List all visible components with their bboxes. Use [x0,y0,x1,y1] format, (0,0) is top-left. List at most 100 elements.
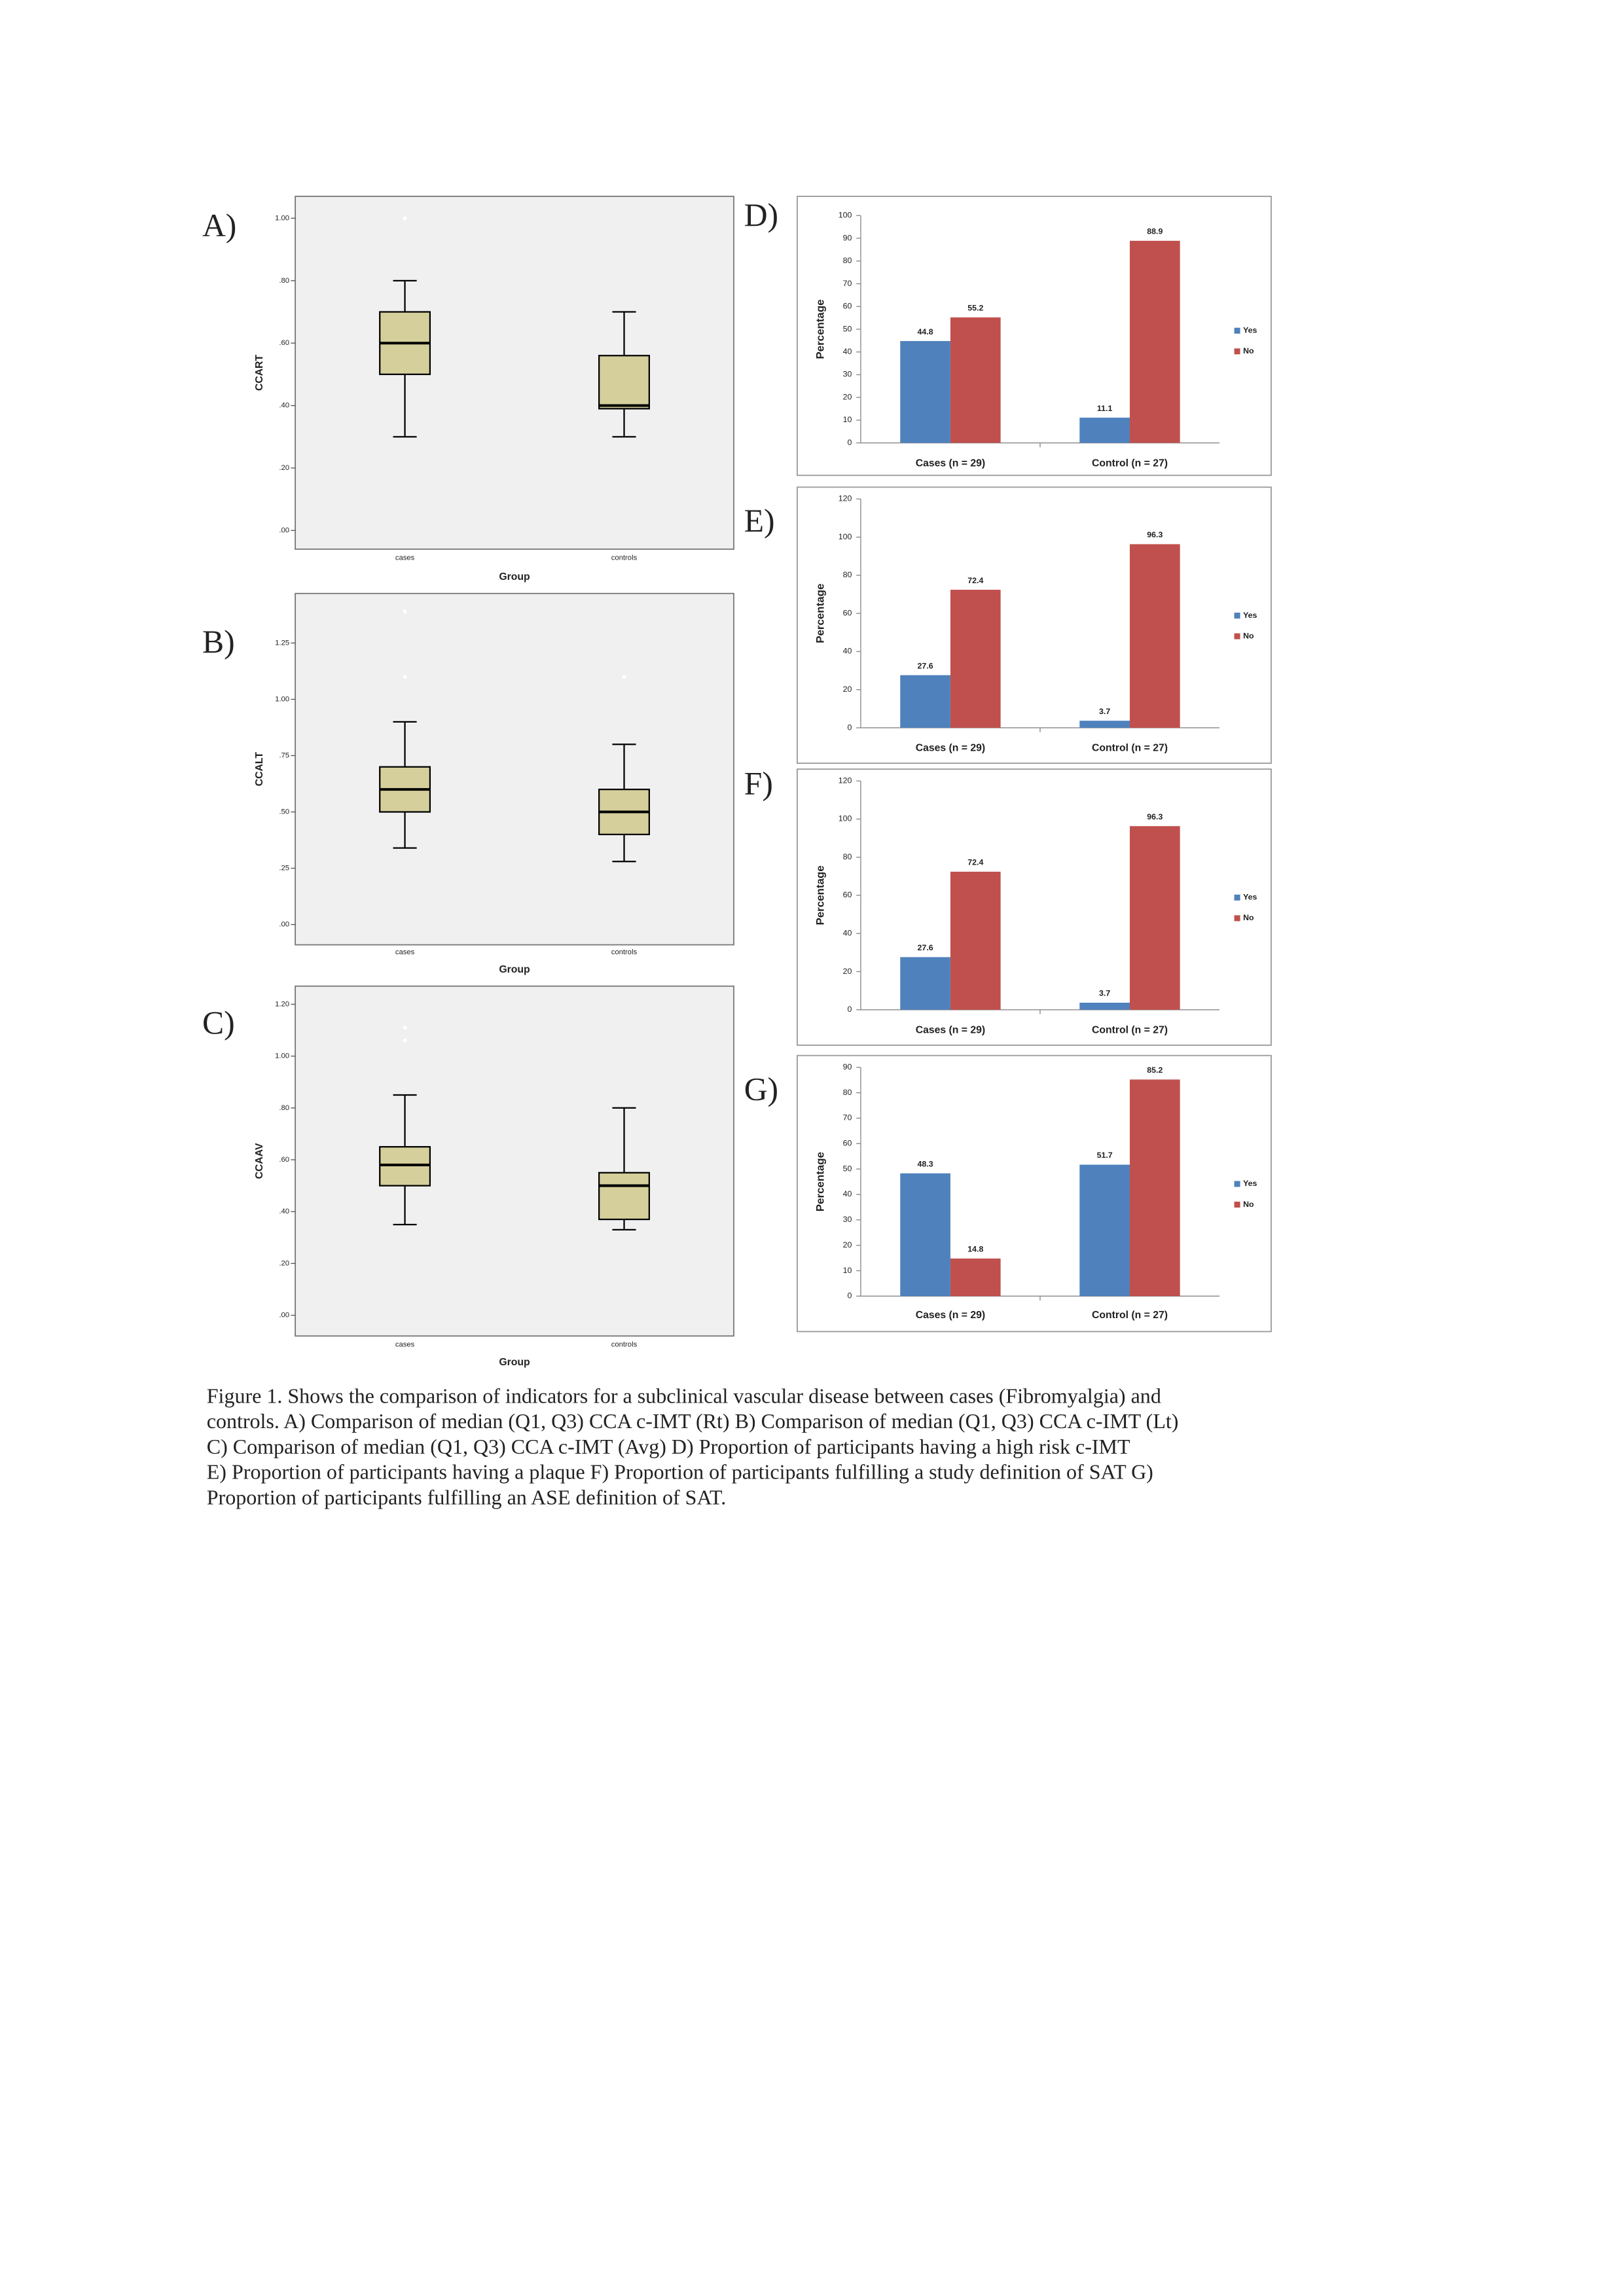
x-tick-label: Control (n = 27) [1092,1310,1168,1321]
value-label: 85.2 [1147,1066,1163,1075]
y-tick-label: 80 [843,852,852,861]
y-tick-label: 1.00 [275,1052,289,1060]
y-tick-label: 80 [843,570,852,579]
y-axis-label: CCAAV [254,1143,265,1179]
value-label: 44.8 [918,327,933,336]
outlier [402,673,408,680]
plot-frame [295,985,734,1337]
box [598,1172,650,1221]
y-tick-label: .60 [279,1156,289,1164]
legend-swatch [1234,1181,1240,1187]
x-tick-label: Cases (n = 29) [916,457,985,469]
x-tick-label: controls [611,948,638,956]
bar [1129,826,1180,1010]
value-label: 48.3 [918,1159,933,1168]
x-axis-label: Group [499,571,530,583]
bar [1129,240,1180,443]
y-tick-label: 0 [847,723,852,732]
x-tick-label: Control (n = 27) [1092,1025,1168,1036]
plot-frame [295,196,734,550]
y-tick-label: 80 [843,256,852,265]
x-tick-label: Cases (n = 29) [916,743,985,754]
legend-swatch [1234,633,1240,639]
y-axis-label: Percentage [814,865,827,925]
outlier [621,673,627,680]
bar [950,590,1001,728]
y-tick-label: .20 [279,464,289,472]
bar [1079,418,1130,443]
caption-line: Proportion of participants fulfilling an… [207,1485,726,1509]
value-label: 27.6 [918,943,933,952]
y-tick-label: .00 [279,921,289,929]
y-tick-label: .80 [279,1104,289,1112]
value-label: 72.4 [967,576,983,585]
y-tick-label: .40 [279,402,289,410]
value-label: 51.7 [1097,1151,1113,1160]
bar [1079,1002,1130,1010]
y-tick-label: 30 [843,1215,852,1224]
bar [950,1258,1001,1297]
y-tick-label: .40 [279,1208,289,1215]
y-tick-label: 50 [843,1164,852,1173]
y-tick-label: 20 [843,685,852,694]
y-tick-label: 0 [847,1005,852,1014]
y-tick-label: 30 [843,370,852,379]
value-label: 96.3 [1147,530,1163,539]
y-tick-label: 40 [843,647,852,656]
y-tick-label: .00 [279,1312,289,1319]
legend-label: No [1243,631,1254,640]
panel-label: B) [202,624,235,660]
y-tick-label: 60 [843,302,852,311]
chart-frame [797,768,1272,1046]
y-axis-label: CCART [254,355,265,391]
y-tick-label: 20 [843,1240,852,1249]
y-tick-label: 60 [843,1139,852,1148]
y-tick-label: 70 [843,279,852,288]
y-tick-label: 0 [847,438,852,447]
panel-label: F) [744,766,773,802]
y-tick-label: 60 [843,608,852,617]
bar [900,1173,950,1297]
y-tick-label: .50 [279,808,289,816]
y-tick-label: 120 [839,494,852,503]
y-tick-label: .75 [279,751,289,759]
legend-swatch [1234,327,1240,334]
y-tick-label: 40 [843,929,852,938]
x-tick-label: cases [395,1341,415,1349]
bar [1079,1164,1130,1297]
y-tick-label: 1.00 [275,214,289,222]
value-label: 72.4 [967,858,983,867]
y-tick-label: .00 [279,526,289,534]
y-tick-label: .80 [279,277,289,285]
legend-label: Yes [1243,326,1257,335]
bar [1129,544,1180,728]
x-tick-label: cases [395,554,415,562]
legend-swatch [1234,915,1240,922]
chart-frame [797,196,1272,476]
legend-label: Yes [1243,893,1257,902]
y-tick-label: 0 [847,1291,852,1300]
y-tick-label: 20 [843,392,852,401]
value-label: 88.9 [1147,227,1163,236]
legend-label: No [1243,346,1254,355]
bar [950,317,1001,443]
y-tick-label: 60 [843,890,852,899]
y-tick-label: 1.00 [275,695,289,703]
legend-swatch [1234,1201,1240,1208]
panel-label: A) [202,207,236,243]
y-tick-label: 20 [843,967,852,976]
outlier [402,609,408,615]
y-tick-label: 10 [843,415,852,424]
value-label: 3.7 [1099,707,1110,716]
chart-frame [797,486,1272,764]
x-tick-label: Control (n = 27) [1092,743,1168,754]
legend-swatch [1234,894,1240,901]
y-tick-label: .20 [279,1259,289,1267]
y-tick-label: 90 [843,233,852,242]
value-label: 55.2 [967,304,983,313]
legend-label: Yes [1243,1179,1257,1188]
bar [1129,1079,1180,1297]
outlier [402,1037,408,1043]
y-tick-label: 1.25 [275,639,289,647]
